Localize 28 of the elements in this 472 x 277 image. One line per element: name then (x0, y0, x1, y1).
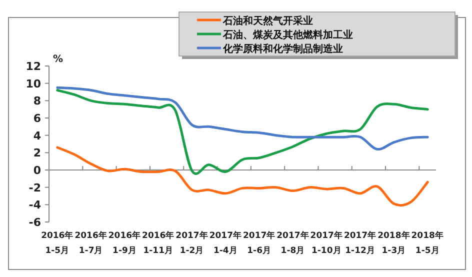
y-tick-label: 4 (33, 129, 42, 142)
y-tick-label: 8 (33, 94, 41, 108)
y-tick-label: -6 (28, 216, 42, 229)
y-tick-label: -2 (28, 181, 41, 194)
y-tick-label: 2 (33, 146, 41, 160)
y-tick-label: 0 (33, 164, 42, 177)
x-tick-label: 2017年 1-2月 (176, 230, 208, 256)
x-tick-label: 2017年 1-12月 (344, 230, 377, 256)
x-tick-label: 2018年 1-5月 (411, 230, 444, 256)
x-tick-label: 2017年 1-4月 (209, 230, 242, 256)
line-series (56, 86, 429, 150)
legend-label: 石油、煤炭及其他燃料加工业 (222, 29, 353, 41)
x-tick-label: 2016年 1-7月 (74, 230, 108, 256)
legend-label: 化学原料和化学制品制造业 (222, 43, 343, 55)
x-tick-label: 2017年 1-8月 (276, 230, 310, 256)
legend-label: 石油和天然气开采业 (222, 15, 313, 27)
x-tick-label: 2018年 1-3月 (378, 230, 410, 256)
x-tick-label: 2016年 1-11月 (142, 230, 175, 256)
x-tick-label: 2016年 1-9月 (108, 230, 142, 256)
x-tick-label: 2017年 1-10月 (310, 230, 343, 256)
line-series (56, 146, 429, 206)
y-tick-label: -4 (28, 198, 42, 212)
y-tick-label: 6 (33, 112, 42, 125)
x-tick-label: 2017年 1-6月 (242, 230, 276, 256)
x-tick-label: 2016年 1-5月 (41, 230, 74, 256)
y-tick-label: 10 (26, 77, 42, 90)
y-tick-label: 12 (26, 60, 41, 73)
y-axis-title: % (53, 54, 64, 65)
